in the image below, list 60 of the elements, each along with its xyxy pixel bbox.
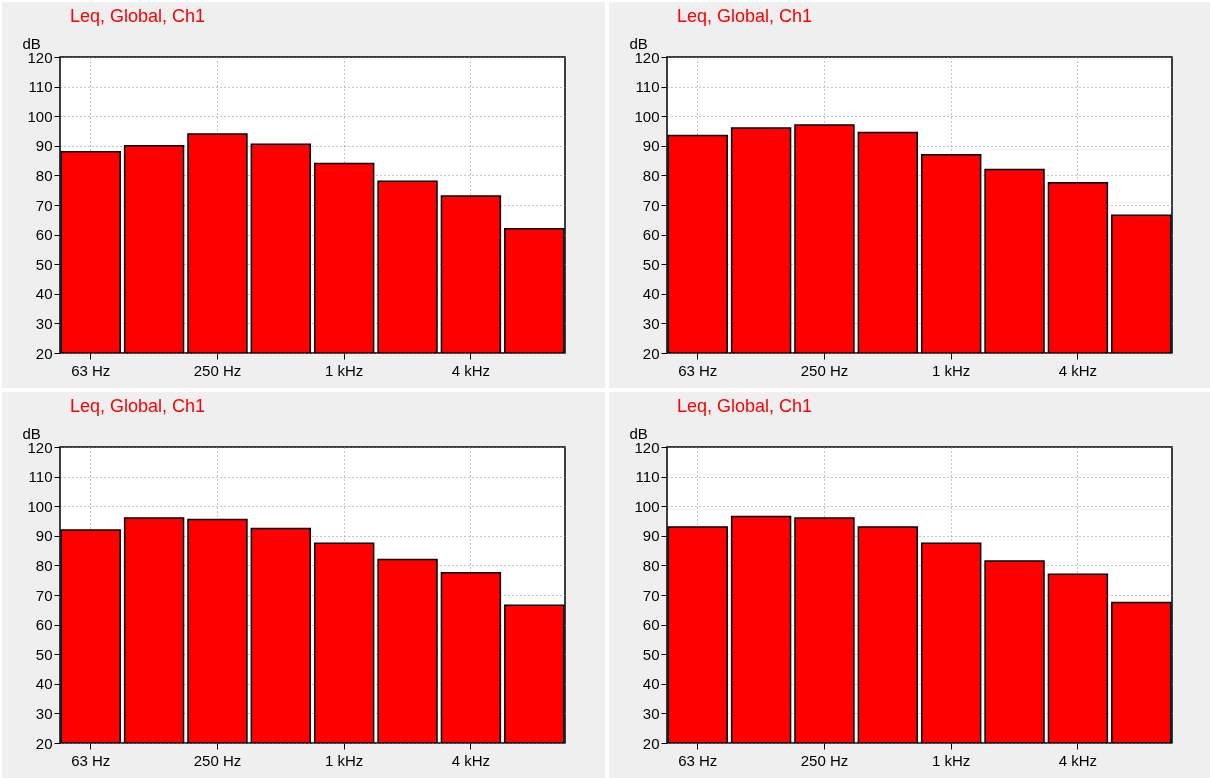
y-tick-label: 40 (642, 285, 660, 303)
y-tick-label: 80 (642, 166, 660, 184)
chart-title: Leq, Global, Ch1 (677, 6, 813, 26)
x-tick-label: 4 kHz (1058, 361, 1098, 379)
y-tick-label: 20 (35, 734, 53, 752)
y-tick-label: 60 (35, 616, 53, 634)
y-tick-label: 90 (35, 137, 53, 155)
y-tick-label: 100 (634, 107, 660, 125)
y-tick-label: 40 (35, 285, 53, 303)
y-tick-label: 110 (28, 468, 53, 486)
x-tick-label: 250 Hz (800, 751, 849, 769)
x-tick-label: 1 kHz (325, 361, 364, 379)
x-tick-label: 4 kHz (451, 361, 491, 379)
y-tick-label: 110 (635, 468, 660, 486)
y-tick-label: 110 (635, 78, 660, 96)
y-tick-label: 90 (35, 527, 53, 545)
x-tick-label: 1 kHz (932, 751, 971, 769)
y-tick-label: 50 (35, 645, 53, 663)
x-tick-label: 63 Hz (678, 751, 718, 769)
y-tick-label: 20 (35, 344, 53, 362)
x-tick-label: 250 Hz (193, 751, 242, 769)
y-tick-label: 60 (642, 616, 660, 634)
y-tick-label: 70 (35, 196, 53, 214)
y-tick-label: 90 (642, 137, 660, 155)
y-tick-label: 100 (634, 497, 660, 515)
y-tick-label: 80 (35, 556, 53, 574)
y-tick-label: 20 (642, 734, 660, 752)
y-tick-label: 100 (27, 107, 53, 125)
chart-title: Leq, Global, Ch1 (70, 6, 206, 26)
x-tick-label: 63 Hz (71, 361, 111, 379)
y-tick-label: 100 (27, 497, 53, 515)
x-tick-label: 63 Hz (71, 751, 111, 769)
x-tick-label: 4 kHz (1058, 751, 1098, 769)
y-tick-label: 70 (642, 196, 660, 214)
chart-title: Leq, Global, Ch1 (677, 396, 813, 416)
y-tick-label: 30 (35, 314, 53, 332)
y-tick-label: 40 (35, 675, 53, 693)
y-tick-label: 50 (642, 255, 660, 273)
chart-title: Leq, Global, Ch1 (70, 396, 206, 416)
y-tick-label: 70 (35, 586, 53, 604)
y-tick-label: 90 (642, 527, 660, 545)
y-tick-label: 60 (642, 226, 660, 244)
y-tick-label: 30 (642, 704, 660, 722)
x-tick-label: 4 kHz (451, 751, 491, 769)
y-tick-label: 80 (35, 166, 53, 184)
x-tick-label: 63 Hz (678, 361, 718, 379)
y-tick-label: 50 (35, 255, 53, 273)
x-tick-label: 250 Hz (800, 361, 849, 379)
y-tick-label: 50 (642, 645, 660, 663)
y-tick-label: 110 (28, 78, 53, 96)
y-tick-label: 20 (642, 344, 660, 362)
y-tick-label: 60 (35, 226, 53, 244)
y-tick-label: 30 (35, 704, 53, 722)
x-tick-label: 1 kHz (932, 361, 971, 379)
x-tick-label: 1 kHz (325, 751, 364, 769)
y-tick-label: 80 (642, 556, 660, 574)
y-tick-label: 30 (642, 314, 660, 332)
y-tick-label: 40 (642, 675, 660, 693)
x-tick-label: 250 Hz (193, 361, 242, 379)
y-tick-label: 70 (642, 586, 660, 604)
